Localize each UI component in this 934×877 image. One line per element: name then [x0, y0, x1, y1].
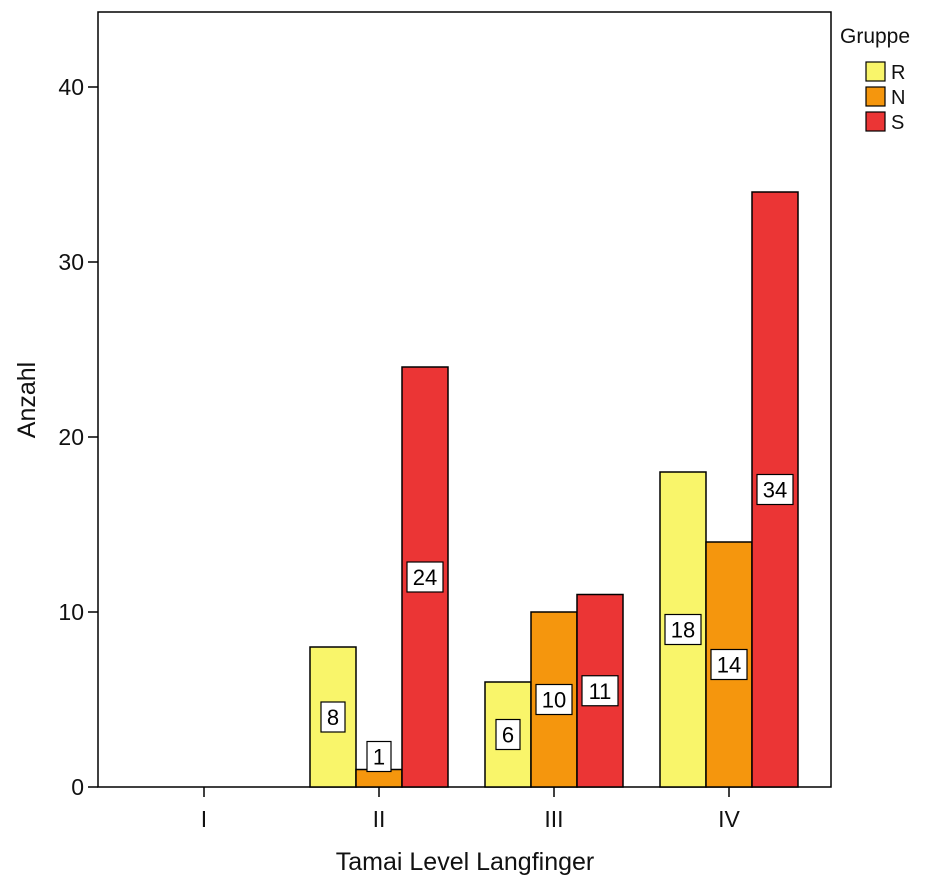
legend-label-N: N: [891, 87, 905, 109]
legend-title: Gruppe: [840, 25, 910, 48]
y-tick-label: 10: [58, 599, 84, 625]
legend: Gruppe RNS: [840, 25, 910, 134]
data-label-R-IV: 18: [664, 613, 702, 646]
data-label-S-II: 24: [406, 561, 444, 593]
x-axis-label: Tamai Level Langfinger: [336, 848, 595, 876]
legend-label-R: R: [891, 62, 905, 84]
legend-swatch-R: [865, 61, 886, 82]
data-label-value: 1: [373, 745, 385, 770]
data-label-box: [756, 473, 794, 506]
data-label-box: [320, 701, 346, 733]
data-label-box: [366, 740, 392, 773]
y-tick-label: 40: [58, 74, 84, 100]
data-label-R-III: 6: [495, 718, 521, 751]
data-label-S-IV: 34: [756, 473, 794, 506]
y-tick-label: 30: [58, 249, 84, 275]
y-tick-label: 20: [58, 424, 84, 450]
legend-swatch-N: [865, 86, 886, 107]
data-label-box: [495, 718, 521, 751]
data-label-N-II: 1: [366, 740, 392, 773]
legend-swatch-S: [865, 111, 886, 132]
data-label-value: 34: [763, 478, 787, 503]
plot-area-frame: [97, 11, 832, 788]
data-label-value: 10: [542, 688, 566, 713]
data-label-box: [710, 648, 748, 681]
x-tick-label: III: [544, 806, 563, 832]
x-tick-label: I: [201, 806, 207, 832]
data-label-value: 18: [671, 618, 695, 643]
data-label-value: 11: [589, 679, 612, 704]
data-labels: 8 1 24 6 10 11 18 14 34: [320, 473, 794, 773]
data-label-box: [406, 561, 444, 593]
data-label-value: 14: [717, 653, 741, 678]
y-axis-label: Anzahl: [13, 362, 41, 438]
data-label-box: [581, 675, 619, 707]
x-axis: I II III IV: [201, 787, 741, 832]
data-label-box: [664, 613, 702, 646]
data-label-R-II: 8: [320, 701, 346, 733]
data-label-value: 6: [502, 723, 514, 748]
data-label-value: 8: [327, 705, 339, 730]
legend-label-S: S: [891, 112, 904, 134]
bar-N-II: [355, 768, 403, 788]
x-tick-label: II: [373, 806, 386, 832]
data-label-S-III: 11: [581, 675, 619, 707]
data-label-value: 24: [413, 565, 437, 590]
x-tick-label: IV: [718, 806, 740, 832]
data-label-N-IV: 14: [710, 648, 748, 681]
data-label-N-III: 10: [535, 683, 573, 716]
data-label-box: [535, 683, 573, 716]
y-axis: 0 10 20 30 40: [58, 74, 98, 800]
y-tick-label: 0: [71, 774, 84, 800]
